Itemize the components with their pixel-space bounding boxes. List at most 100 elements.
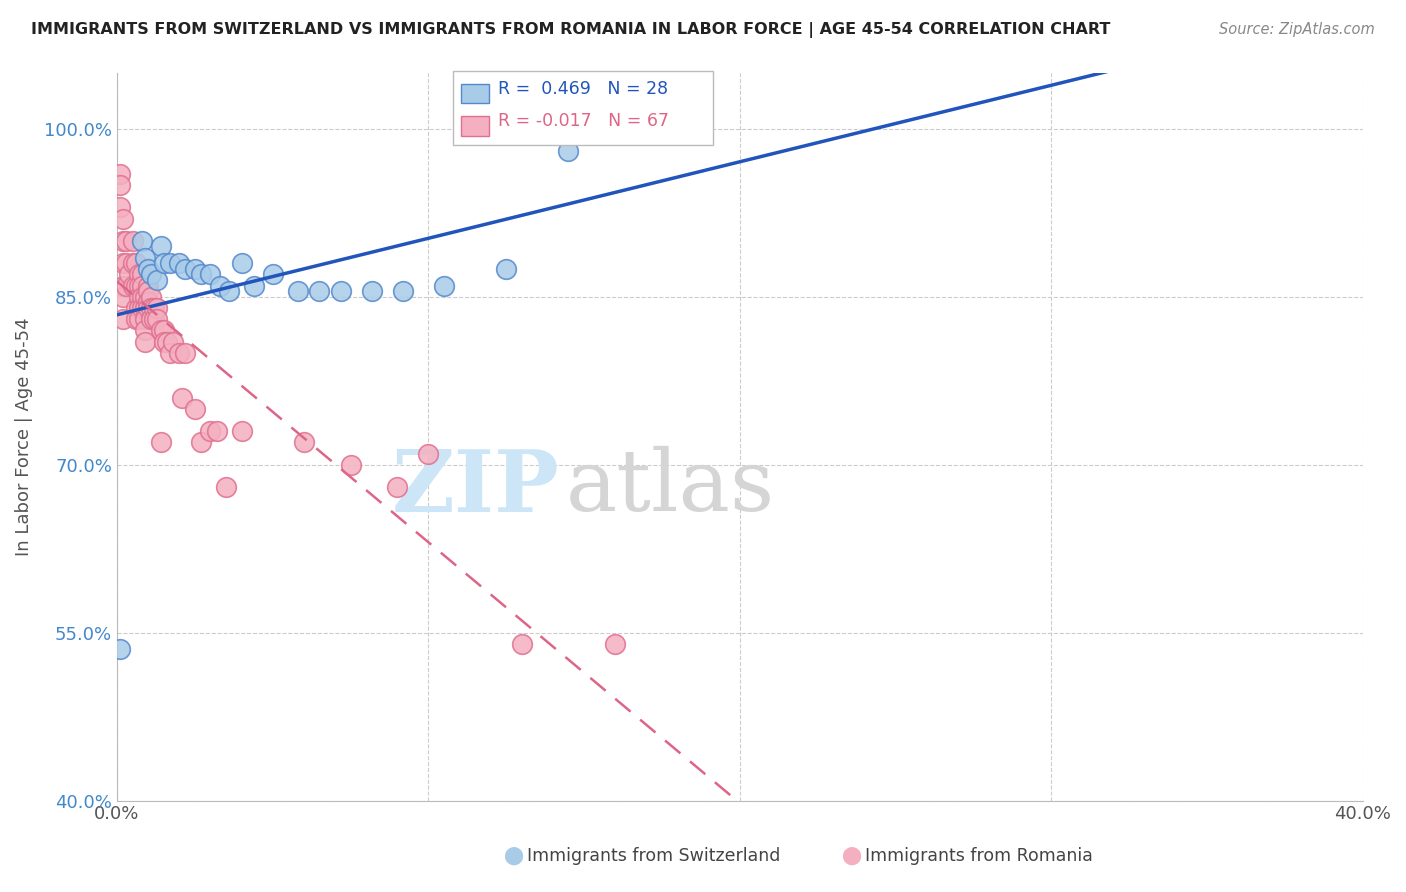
- Point: [243, 278, 266, 293]
- Text: ⬤: ⬤: [841, 847, 860, 865]
- Point: [172, 391, 194, 405]
- Point: [115, 278, 138, 293]
- Point: [287, 285, 309, 299]
- Point: [112, 256, 135, 270]
- Point: [131, 278, 153, 293]
- Point: [112, 234, 135, 248]
- Point: [152, 334, 174, 349]
- Point: [361, 285, 384, 299]
- Point: [115, 234, 138, 248]
- Point: [108, 642, 131, 657]
- Point: [134, 301, 156, 315]
- Text: Immigrants from Switzerland: Immigrants from Switzerland: [527, 847, 780, 865]
- Point: [136, 285, 159, 299]
- Text: ZIP: ZIP: [391, 446, 560, 530]
- Point: [112, 211, 135, 226]
- Text: Source: ZipAtlas.com: Source: ZipAtlas.com: [1219, 22, 1375, 37]
- Point: [159, 256, 181, 270]
- Point: [112, 278, 135, 293]
- Point: [118, 268, 141, 282]
- Point: [124, 278, 146, 293]
- Point: [124, 256, 146, 270]
- Text: ⬤: ⬤: [503, 847, 523, 865]
- Point: [149, 323, 172, 337]
- Point: [292, 435, 315, 450]
- Point: [174, 346, 197, 360]
- Point: [143, 301, 166, 315]
- Text: Immigrants from Romania: Immigrants from Romania: [865, 847, 1092, 865]
- Point: [557, 145, 579, 159]
- Point: [141, 290, 163, 304]
- Point: [387, 480, 409, 494]
- Point: [184, 261, 207, 276]
- Point: [136, 278, 159, 293]
- Point: [156, 334, 179, 349]
- Point: [128, 301, 150, 315]
- Point: [174, 261, 197, 276]
- Point: [136, 301, 159, 315]
- Point: [152, 323, 174, 337]
- Point: [134, 323, 156, 337]
- Point: [141, 301, 163, 315]
- Point: [392, 285, 415, 299]
- Point: [121, 278, 143, 293]
- Point: [190, 435, 212, 450]
- Point: [651, 122, 673, 136]
- Point: [167, 256, 190, 270]
- Point: [115, 256, 138, 270]
- Point: [184, 401, 207, 416]
- Point: [128, 268, 150, 282]
- Point: [112, 290, 135, 304]
- Point: [159, 346, 181, 360]
- Point: [330, 285, 353, 299]
- Point: [149, 239, 172, 253]
- Point: [205, 424, 228, 438]
- Point: [141, 312, 163, 326]
- Point: [208, 278, 231, 293]
- Point: [215, 480, 238, 494]
- Point: [231, 424, 253, 438]
- Point: [134, 312, 156, 326]
- Point: [218, 285, 240, 299]
- Point: [112, 312, 135, 326]
- Point: [128, 290, 150, 304]
- Y-axis label: In Labor Force | Age 45-54: In Labor Force | Age 45-54: [15, 318, 32, 556]
- Point: [308, 285, 330, 299]
- Point: [131, 234, 153, 248]
- Point: [149, 435, 172, 450]
- Text: IMMIGRANTS FROM SWITZERLAND VS IMMIGRANTS FROM ROMANIA IN LABOR FORCE | AGE 45-5: IMMIGRANTS FROM SWITZERLAND VS IMMIGRANT…: [31, 22, 1111, 38]
- Point: [124, 312, 146, 326]
- Point: [510, 637, 533, 651]
- Point: [418, 447, 440, 461]
- Point: [146, 273, 169, 287]
- Point: [108, 200, 131, 214]
- Point: [162, 334, 184, 349]
- Text: R = -0.017   N = 67: R = -0.017 N = 67: [498, 112, 669, 130]
- Point: [495, 261, 517, 276]
- Point: [605, 637, 627, 651]
- Text: R =  0.469   N = 28: R = 0.469 N = 28: [498, 80, 668, 98]
- Point: [131, 290, 153, 304]
- Point: [200, 268, 222, 282]
- Point: [141, 268, 163, 282]
- Point: [131, 301, 153, 315]
- Point: [131, 268, 153, 282]
- Point: [143, 312, 166, 326]
- Point: [231, 256, 253, 270]
- Point: [136, 295, 159, 310]
- Point: [108, 178, 131, 192]
- Point: [124, 301, 146, 315]
- Point: [134, 334, 156, 349]
- Point: [146, 301, 169, 315]
- Point: [121, 234, 143, 248]
- Point: [190, 268, 212, 282]
- Point: [200, 424, 222, 438]
- Point: [433, 278, 456, 293]
- Point: [146, 312, 169, 326]
- Point: [134, 251, 156, 265]
- Text: atlas: atlas: [565, 446, 775, 529]
- Point: [108, 167, 131, 181]
- Point: [167, 346, 190, 360]
- Point: [152, 256, 174, 270]
- Point: [128, 312, 150, 326]
